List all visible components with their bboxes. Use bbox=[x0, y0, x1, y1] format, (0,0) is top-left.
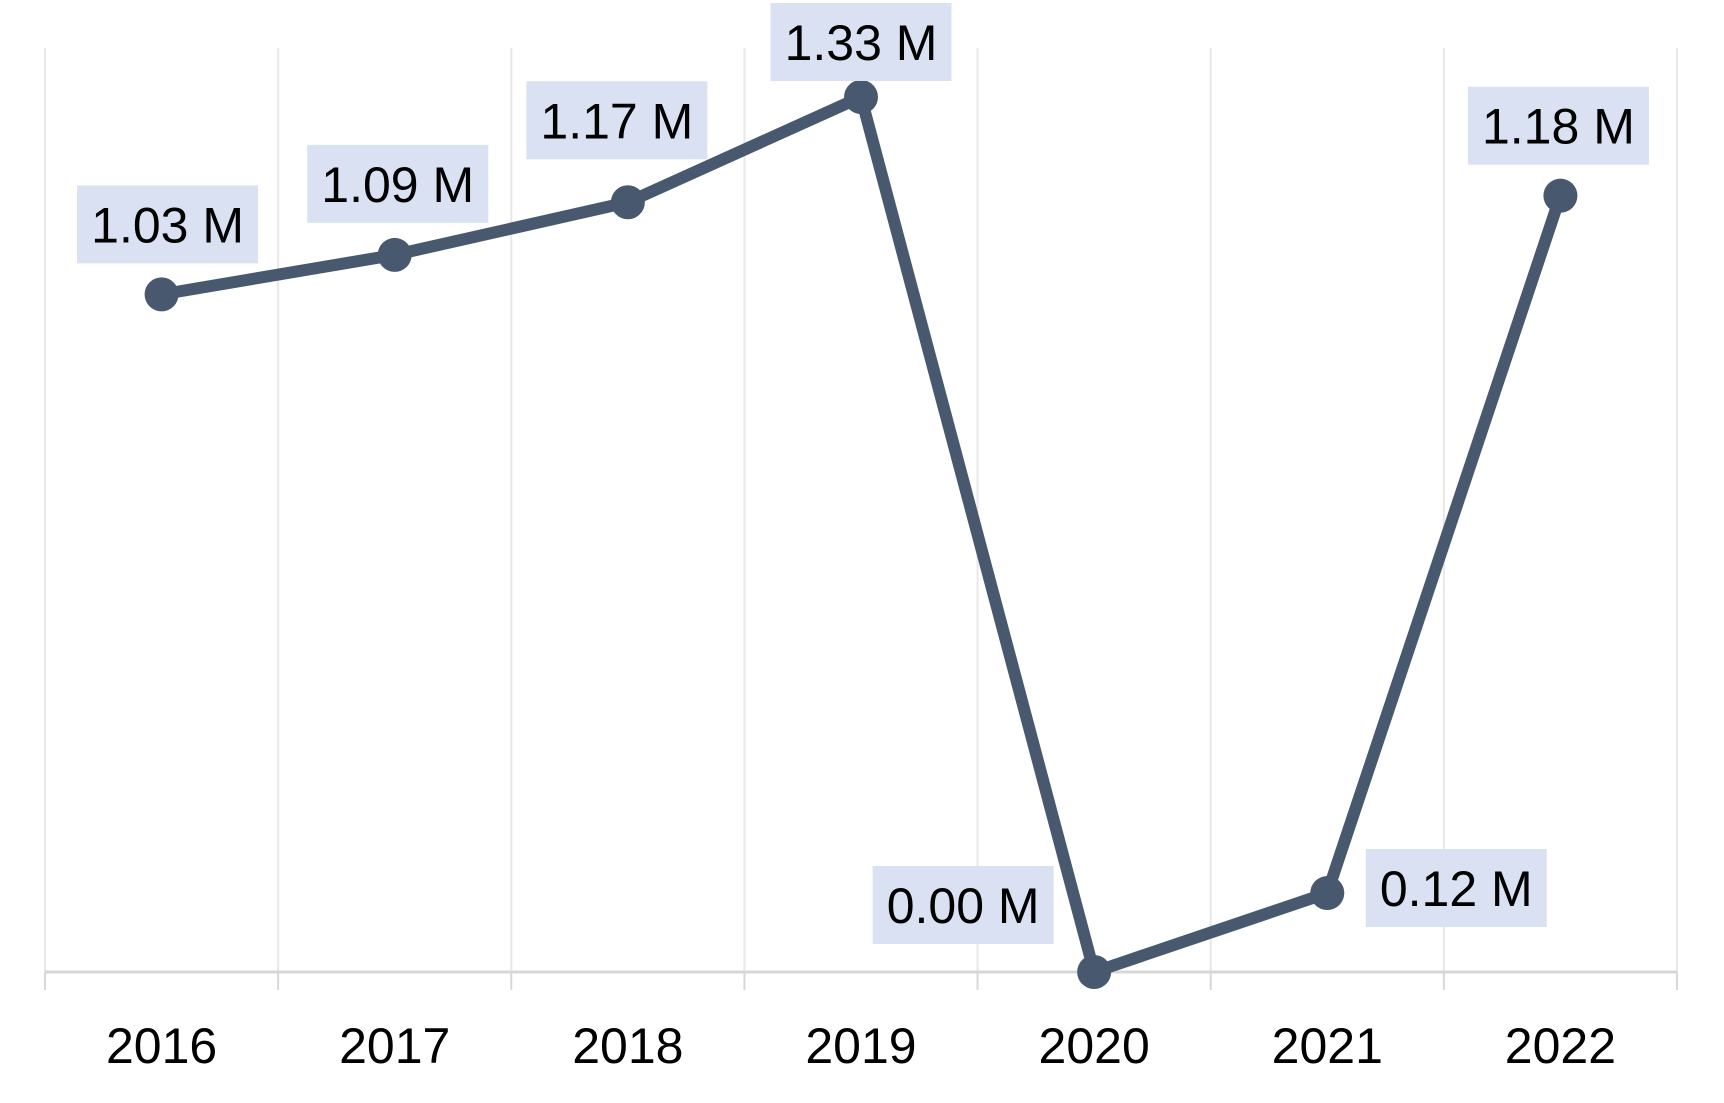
data-point-marker[interactable] bbox=[144, 277, 179, 312]
data-label: 1.33 M bbox=[785, 15, 938, 71]
x-axis-tick-label: 2018 bbox=[572, 1018, 683, 1074]
data-label: 0.12 M bbox=[1380, 861, 1533, 917]
x-axis-tick-label: 2019 bbox=[805, 1018, 916, 1074]
data-label-background bbox=[526, 81, 708, 160]
data-label: 1.18 M bbox=[1482, 99, 1635, 155]
x-axis-tick-label: 2021 bbox=[1272, 1018, 1383, 1074]
data-label-background bbox=[1467, 86, 1649, 165]
data-point-marker[interactable] bbox=[610, 185, 645, 220]
data-label: 1.17 M bbox=[540, 93, 693, 149]
x-axis-tick-label: 2020 bbox=[1039, 1018, 1150, 1074]
data-label-background bbox=[1365, 849, 1547, 928]
data-label-background bbox=[872, 866, 1054, 944]
data-point-marker[interactable] bbox=[844, 80, 878, 114]
data-point-marker[interactable] bbox=[1310, 876, 1345, 911]
data-point-marker[interactable] bbox=[377, 237, 412, 272]
data-point-marker[interactable] bbox=[1543, 178, 1578, 213]
data-label: 1.09 M bbox=[321, 157, 474, 213]
data-label-background bbox=[307, 144, 489, 223]
data-point-marker[interactable] bbox=[1077, 955, 1112, 989]
x-axis-tick-label: 2022 bbox=[1505, 1018, 1616, 1074]
data-label: 1.03 M bbox=[91, 197, 244, 253]
data-label-background bbox=[770, 3, 952, 81]
data-label-background bbox=[77, 185, 259, 264]
data-label: 0.00 M bbox=[887, 878, 1040, 934]
x-axis-tick-label: 2016 bbox=[106, 1018, 217, 1074]
x-axis-tick-label: 2017 bbox=[339, 1018, 450, 1074]
